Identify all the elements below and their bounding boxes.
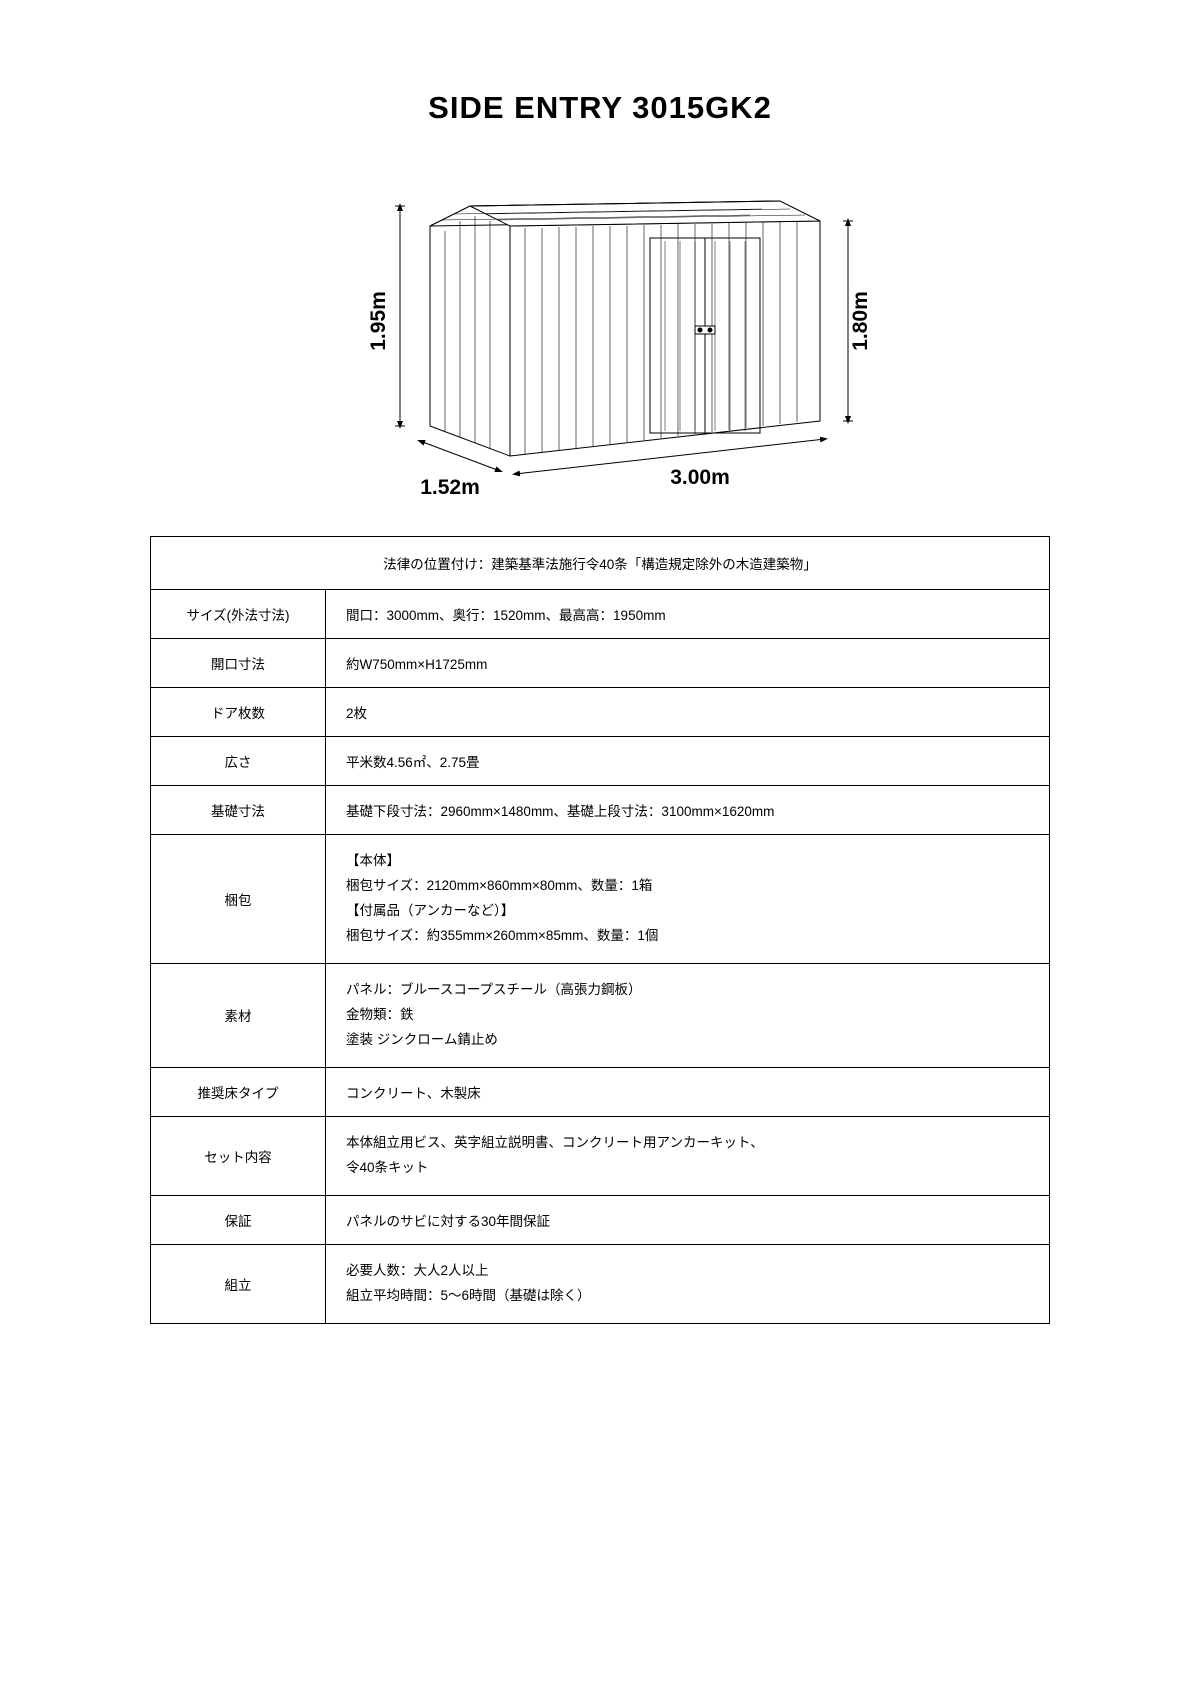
row-label: ドア枚数: [151, 688, 326, 737]
dim-depth: 1.52m: [420, 476, 480, 499]
row-value: コンクリート、木製床: [326, 1067, 1050, 1116]
row-label: セット内容: [151, 1116, 326, 1195]
row-value: 約W750mm×H1725mm: [326, 639, 1050, 688]
table-row: 保証パネルのサビに対する30年間保証: [151, 1195, 1050, 1244]
row-value: 基礎下段寸法：2960mm×1480mm、基礎上段寸法：3100mm×1620m…: [326, 786, 1050, 835]
table-row: 開口寸法約W750mm×H1725mm: [151, 639, 1050, 688]
dim-height-right: 1.80m: [849, 291, 872, 351]
row-label: 保証: [151, 1195, 326, 1244]
row-value: パネルのサビに対する30年間保証: [326, 1195, 1050, 1244]
row-value: 平米数4.56㎡、2.75畳: [326, 737, 1050, 786]
row-label: 基礎寸法: [151, 786, 326, 835]
row-value: 【本体】梱包サイズ：2120mm×860mm×80mm、数量：1箱【付属品（アン…: [326, 835, 1050, 964]
table-row: 推奨床タイプコンクリート、木製床: [151, 1067, 1050, 1116]
row-label: 広さ: [151, 737, 326, 786]
row-label: サイズ(外法寸法): [151, 590, 326, 639]
shed-diagram: 1.95m 1.80m 1.52m 3.00m: [150, 166, 1050, 506]
row-value: 必要人数：大人2人以上組立平均時間：5～6時間（基礎は除く）: [326, 1244, 1050, 1323]
row-value: 間口：3000mm、奥行：1520mm、最高高：1950mm: [326, 590, 1050, 639]
dim-width: 3.00m: [670, 466, 730, 489]
page-title: SIDE ENTRY 3015GK2: [150, 90, 1050, 126]
row-label: 推奨床タイプ: [151, 1067, 326, 1116]
table-row: 基礎寸法基礎下段寸法：2960mm×1480mm、基礎上段寸法：3100mm×1…: [151, 786, 1050, 835]
spec-table: 法律の位置付け：建築基準法施行令40条「構造規定除外の木造建築物」 サイズ(外法…: [150, 536, 1050, 1324]
dim-height-left: 1.95m: [367, 291, 390, 351]
table-row: ドア枚数2枚: [151, 688, 1050, 737]
table-row: セット内容本体組立用ビス、英字組立説明書、コンクリート用アンカーキット、令40条…: [151, 1116, 1050, 1195]
table-header: 法律の位置付け：建築基準法施行令40条「構造規定除外の木造建築物」: [151, 537, 1050, 590]
row-label: 組立: [151, 1244, 326, 1323]
table-row: 広さ平米数4.56㎡、2.75畳: [151, 737, 1050, 786]
row-value: 本体組立用ビス、英字組立説明書、コンクリート用アンカーキット、令40条キット: [326, 1116, 1050, 1195]
table-header-row: 法律の位置付け：建築基準法施行令40条「構造規定除外の木造建築物」: [151, 537, 1050, 590]
row-value: 2枚: [326, 688, 1050, 737]
row-value: パネル：ブルースコープスチール（高張力鋼板）金物類：鉄塗装 ジンクローム錆止め: [326, 963, 1050, 1067]
row-label: 梱包: [151, 835, 326, 964]
shed-svg: 1.95m 1.80m 1.52m 3.00m: [320, 166, 880, 506]
row-label: 開口寸法: [151, 639, 326, 688]
table-row: 梱包【本体】梱包サイズ：2120mm×860mm×80mm、数量：1箱【付属品（…: [151, 835, 1050, 964]
table-row: 素材パネル：ブルースコープスチール（高張力鋼板）金物類：鉄塗装 ジンクローム錆止…: [151, 963, 1050, 1067]
table-row: サイズ(外法寸法)間口：3000mm、奥行：1520mm、最高高：1950mm: [151, 590, 1050, 639]
table-row: 組立必要人数：大人2人以上組立平均時間：5～6時間（基礎は除く）: [151, 1244, 1050, 1323]
row-label: 素材: [151, 963, 326, 1067]
